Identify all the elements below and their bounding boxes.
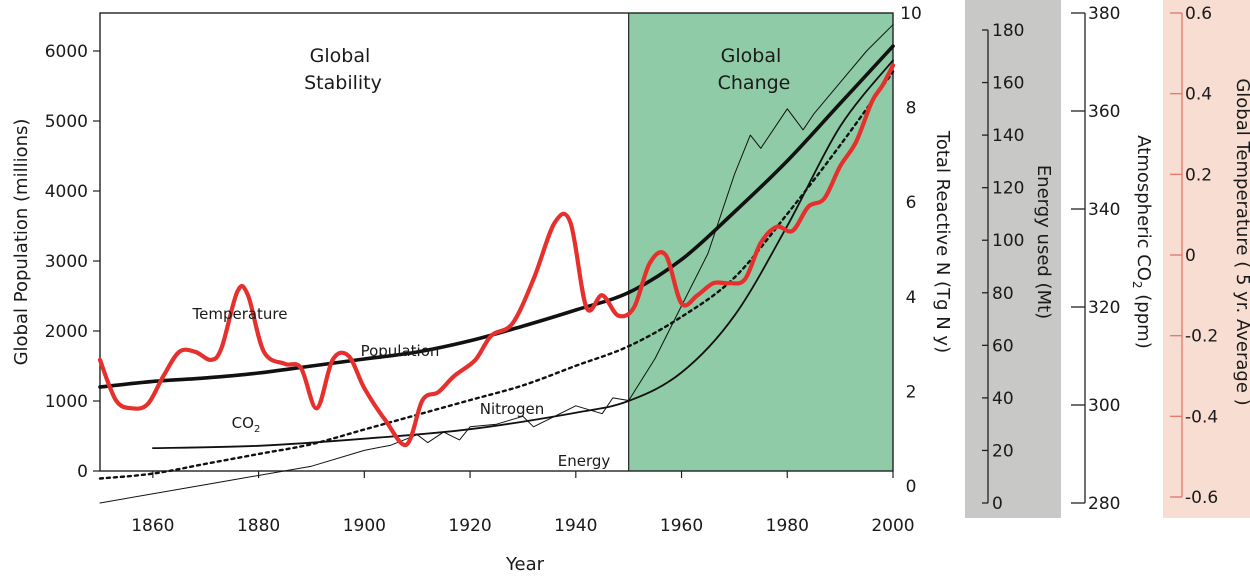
energy-axis-title: Energy used (Mt) [1033, 165, 1054, 319]
population-tick-label: 0 [77, 462, 88, 482]
energy-tick-label: 40 [992, 389, 1014, 409]
nitrogen-tick-label: 8 [906, 99, 917, 119]
population-tick-label: 6000 [45, 42, 88, 62]
co2-tick-label: 280 [1088, 494, 1120, 514]
population-tick-label: 5000 [45, 112, 88, 132]
year-tick-label: 1920 [448, 516, 491, 536]
period-label-change: Global Change [718, 45, 791, 94]
co2-series-label-main: CO [232, 414, 254, 432]
co2-tick-label: 340 [1088, 200, 1120, 220]
temperature-series-label: Temperature [191, 305, 287, 323]
year-tick-label: 1900 [343, 516, 386, 536]
energy-tick-label: 160 [992, 74, 1024, 94]
year-tick-label: 1880 [237, 516, 280, 536]
co2-axis: 280 300 320 340 360 380 [1071, 4, 1120, 514]
co2-tick-label: 300 [1088, 396, 1120, 416]
energy-tick-label: 100 [992, 231, 1024, 251]
x-axis-title: Year [505, 554, 545, 575]
co2-series-label: CO2 [232, 414, 261, 435]
temperature-tick-label: -0.2 [1185, 327, 1218, 347]
year-tick-label: 1960 [660, 516, 703, 536]
temperature-series-line [97, 63, 896, 447]
temperature-tick-label: -0.6 [1185, 488, 1218, 508]
nitrogen-tick-label: 4 [906, 288, 917, 308]
plot-frame [99, 12, 894, 472]
year-tick-label: 1940 [554, 516, 597, 536]
energy-series-label: Energy [558, 452, 611, 470]
year-axis: 1860 1880 1900 1920 1940 1960 1980 2000 [131, 471, 915, 536]
stability-line-2: Stability [304, 72, 382, 94]
energy-tick-label: 180 [992, 21, 1024, 41]
population-series-label: Population [361, 342, 440, 360]
energy-axis-band [965, 0, 1061, 518]
nitrogen-tick-label: 2 [906, 382, 917, 402]
energy-tick-label: 60 [992, 336, 1014, 356]
co2-tick-label: 320 [1088, 298, 1120, 318]
co2-tick-label: 380 [1088, 4, 1120, 24]
co2-series-line [98, 70, 895, 480]
co2-axis-title-main: Atmospheric CO [1133, 135, 1154, 281]
year-tick-label: 1860 [131, 516, 174, 536]
population-series-line [98, 44, 895, 389]
population-tick-label: 2000 [45, 322, 88, 342]
nitrogen-axis-title: Total Reactive N (Tg N y) [932, 130, 953, 353]
temperature-axis: -0.6 -0.4 -0.2 0 0.2 0.4 0.6 [1170, 4, 1218, 508]
nitrogen-tick-label: 6 [906, 193, 917, 213]
temperature-axis-title: Global Temperature ( 5 yr. Average ) [1232, 78, 1250, 405]
population-axis: 0 1000 2000 3000 4000 5000 6000 [45, 42, 100, 482]
energy-tick-label: 0 [992, 494, 1003, 514]
population-tick-label: 4000 [45, 182, 88, 202]
nitrogen-tick-label: 10 [900, 4, 922, 24]
temperature-axis-band [1163, 0, 1250, 518]
co2-series-label-sub: 2 [254, 424, 260, 435]
nitrogen-axis: 0 2 4 6 8 10 [900, 4, 922, 497]
year-tick-label: 1980 [766, 516, 809, 536]
series-layer [97, 24, 896, 504]
year-tick-label: 2000 [871, 516, 914, 536]
change-line-1: Global [721, 45, 782, 67]
temperature-tick-label: 0 [1185, 246, 1196, 266]
temperature-tick-label: 0.2 [1185, 165, 1212, 185]
energy-tick-label: 20 [992, 441, 1014, 461]
temperature-tick-label: -0.4 [1185, 407, 1218, 427]
energy-tick-label: 120 [992, 179, 1024, 199]
stability-line-1: Global [310, 45, 371, 67]
temperature-tick-label: 0.4 [1185, 85, 1212, 105]
temperature-tick-label: 0.6 [1185, 4, 1212, 24]
co2-axis-title-sub: 2 [1130, 281, 1144, 289]
population-tick-label: 3000 [45, 252, 88, 272]
change-line-2: Change [718, 72, 791, 94]
energy-axis: 0 20 40 60 80 100 120 140 160 180 [982, 21, 1024, 514]
nitrogen-series-label: Nitrogen [480, 400, 545, 418]
energy-tick-label: 140 [992, 126, 1024, 146]
energy-tick-label: 80 [992, 284, 1014, 304]
population-tick-label: 1000 [45, 392, 88, 412]
co2-axis-title-unit: (ppm) [1133, 289, 1154, 349]
period-label-stability: Global Stability [304, 45, 382, 94]
nitrogen-tick-label: 0 [906, 477, 917, 497]
co2-tick-label: 360 [1088, 102, 1120, 122]
co2-axis-title: Atmospheric CO2 (ppm) [1130, 135, 1154, 348]
population-axis-title: Global Population (millions) [11, 119, 32, 366]
